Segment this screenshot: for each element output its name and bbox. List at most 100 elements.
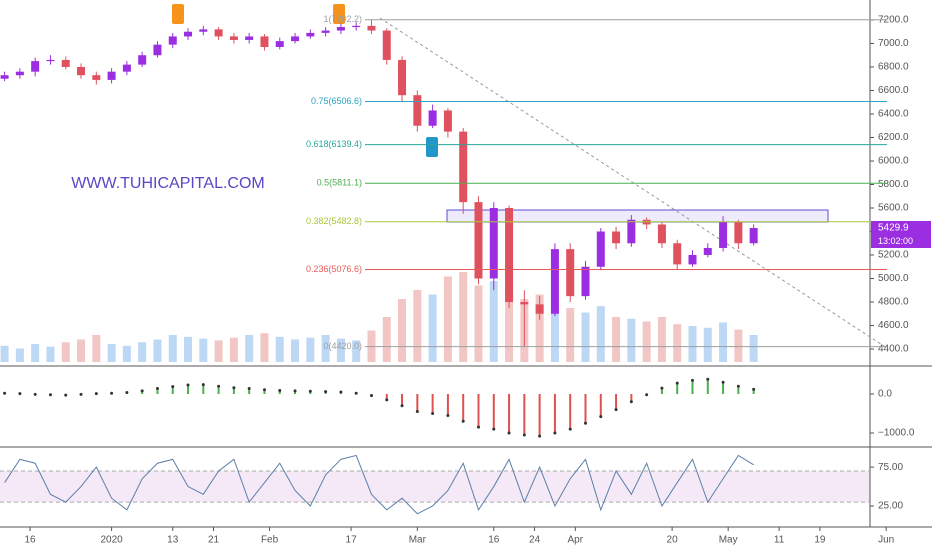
histogram-dot [217, 384, 221, 388]
volume-bar [275, 336, 284, 362]
candle-body [657, 224, 666, 244]
candle-body [627, 219, 636, 244]
volume-bar [321, 335, 330, 362]
y-tick-label: 5600.0 [878, 203, 909, 214]
volume-bar [153, 339, 162, 362]
candle-body [382, 30, 391, 60]
y-tick-label: 25.00 [878, 501, 903, 512]
candle-body [398, 59, 407, 96]
candle-body [15, 71, 24, 76]
y-tick-label: 4400.0 [878, 344, 909, 355]
volume-bar [612, 317, 621, 362]
volume-bar [535, 294, 544, 362]
countdown-tag [871, 234, 931, 248]
volume-bar [31, 344, 40, 362]
y-tick-label: 6400.0 [878, 109, 909, 120]
y-tick-label: 4600.0 [878, 320, 909, 331]
candle-body [734, 222, 743, 244]
rsi-band [0, 471, 870, 503]
histogram-dot [155, 387, 159, 391]
candle-body [535, 304, 544, 314]
volume-bar [673, 324, 682, 362]
histogram-dot [64, 393, 68, 397]
histogram-dot [354, 391, 358, 395]
x-tick-label: 20 [667, 535, 679, 546]
candle-body [612, 231, 621, 244]
volume-bar [596, 306, 605, 362]
candle-body [688, 255, 697, 265]
histogram-dot [461, 419, 465, 423]
y-tick-label: 6200.0 [878, 132, 909, 143]
histogram-dot [140, 389, 144, 393]
histogram-dot [706, 377, 710, 381]
y-tick-label: 6000.0 [878, 156, 909, 167]
plot-area [0, 19, 870, 515]
histogram-dot [278, 388, 282, 392]
histogram-dot [446, 413, 450, 417]
volume-bar [336, 338, 345, 362]
candle-body [92, 75, 101, 80]
candle-body [46, 59, 55, 62]
volume-bar [459, 272, 468, 362]
volume-bar [398, 299, 407, 362]
volume-bar [642, 321, 651, 362]
candle-body [336, 27, 345, 31]
histogram-dot [18, 392, 22, 396]
candle-body [428, 110, 437, 126]
signal-marker [172, 4, 438, 157]
x-tick-label: 24 [529, 535, 541, 546]
volume-bar [15, 348, 24, 362]
volume-bar [428, 294, 437, 362]
volume-bar [107, 344, 116, 362]
histogram-dot [675, 381, 679, 385]
histogram-dot [415, 410, 419, 414]
fib-label: 0.75(6506.6) [311, 96, 362, 106]
candle-body [703, 247, 712, 256]
histogram-dot [308, 389, 312, 393]
x-tick-label: 17 [346, 535, 358, 546]
histogram-dot [645, 393, 649, 397]
volume-bar [0, 345, 9, 362]
volume-bar [306, 337, 315, 362]
histogram-dot [629, 400, 633, 404]
volume-bar [122, 345, 131, 362]
histogram-dot [400, 404, 404, 408]
price-tag [871, 220, 931, 235]
candle-body [306, 32, 315, 37]
histogram-dot [247, 387, 251, 391]
volume-bar [413, 290, 422, 362]
volume-bar [443, 276, 452, 362]
volume-bar [352, 340, 361, 362]
candle-body [291, 36, 300, 42]
y-tick-label: 75.00 [878, 462, 903, 473]
price-tag-label: 5429.9 [878, 223, 909, 234]
candle-body [199, 29, 208, 32]
histogram-dot [553, 431, 557, 435]
candle-body [275, 41, 284, 48]
histogram-dot [262, 388, 266, 392]
x-tick-label: Feb [261, 535, 279, 546]
histogram-dot [48, 393, 52, 397]
histogram-dot [614, 408, 618, 412]
histogram-dot [599, 415, 603, 419]
fib-label: 0.236(5076.6) [306, 264, 362, 274]
volume-bar [719, 322, 728, 362]
histogram-dot [721, 380, 725, 384]
candle-body [505, 208, 514, 303]
histogram-dot [33, 392, 37, 396]
y-tick-label: 0.0 [878, 389, 892, 400]
y-tick-label: 7000.0 [878, 38, 909, 49]
histogram-dot [568, 427, 572, 431]
volume-bar [749, 335, 758, 362]
candle-body [367, 25, 376, 31]
volume-bar [138, 342, 147, 362]
histogram-dot [431, 412, 435, 416]
fib-label: 0.382(5482.8) [306, 216, 362, 226]
candle-body [673, 243, 682, 265]
resistance-box [446, 209, 829, 223]
candle-body [122, 64, 131, 72]
fib-label: 0(4420.0) [323, 341, 362, 351]
candle-body [321, 30, 330, 33]
candle-body [168, 36, 177, 45]
countdown-label: 13:02:00 [878, 236, 913, 246]
